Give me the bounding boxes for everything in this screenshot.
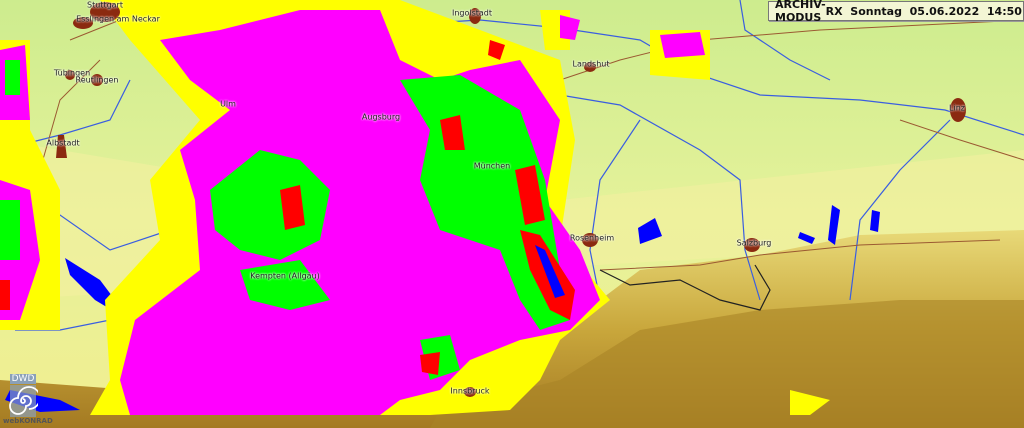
archive-mode-label: ARCHIV-MODUS (775, 0, 826, 24)
precip-heavy-area (0, 60, 570, 380)
city-label-salzburg: Salzburg (736, 238, 772, 248)
timestamp-info: RX Sonntag 05.06.2022 14:50 UTC (826, 5, 1024, 18)
lake-attersee (828, 205, 840, 245)
status-header: ARCHIV-MODUS RX Sonntag 05.06.2022 14:50… (768, 0, 1024, 24)
city-label-rosenheim: Rosenheim (569, 233, 615, 243)
date-label: 05.06.2022 (909, 4, 980, 18)
terrain-high-alps (430, 300, 1024, 428)
city-label-esslingen: Esslingen am Neckar (76, 14, 160, 24)
city-label-reutlingen: Reutlingen (75, 75, 119, 85)
city-label-augsburg: Augsburg (361, 112, 401, 122)
city-label-albstadt: Albstadt (46, 138, 80, 148)
lake-traunsee (870, 210, 880, 232)
city-areas (56, 2, 966, 397)
precip-extreme-area (535, 245, 565, 298)
city-label-stuttgart: Stuttgart (87, 0, 123, 10)
dwd-spiral-icon (9, 385, 41, 417)
time-label: 14:50 UTC (986, 4, 1022, 18)
lake-chiemsee (638, 218, 662, 244)
city-label-landshut: Landshut (572, 59, 610, 69)
city-label-kempten: Kempten (Allgäu) (250, 271, 320, 281)
city-label-innsbruck: Innsbruck (450, 386, 490, 396)
city-label-tuebingen: Tübingen (53, 68, 91, 78)
city-label-muenchen: München (473, 161, 511, 171)
city-label-ulm: Ulm (220, 99, 236, 109)
dwd-logo-text: DWD (9, 374, 37, 384)
webkonrad-label: webKONRAD (3, 417, 53, 425)
lake-wolfgangsee (798, 232, 815, 244)
dwd-logo: DWD webKONRAD (3, 366, 53, 426)
city-label-ingolstadt: Ingolstadt (451, 8, 493, 18)
weekday-label: Sonntag (850, 4, 902, 18)
city-label-linz: Linz (949, 103, 965, 113)
product-label: RX (825, 4, 843, 18)
